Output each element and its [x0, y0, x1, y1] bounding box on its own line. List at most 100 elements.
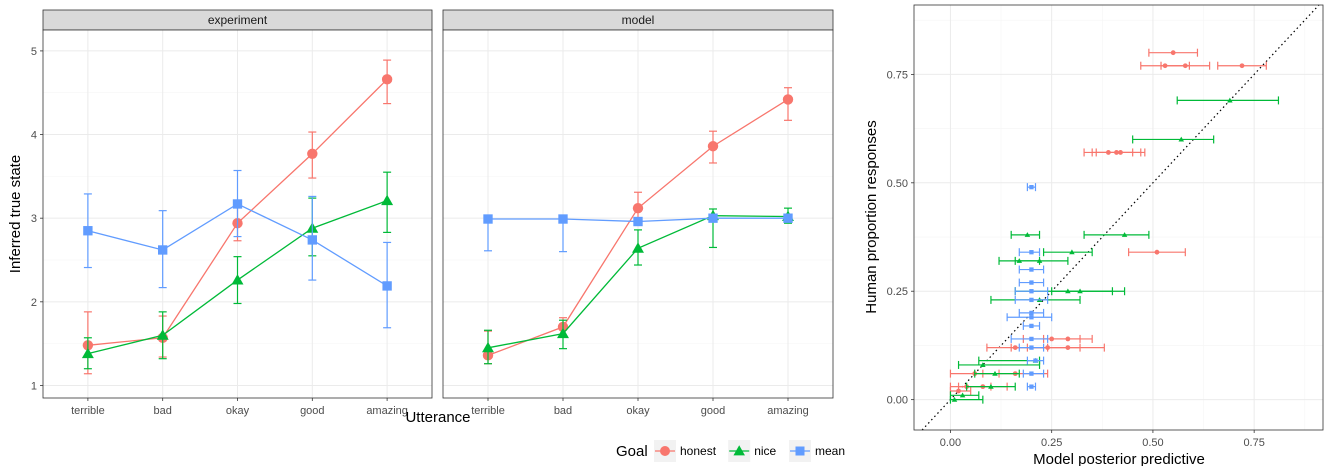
- y-tick-label: 0.50: [887, 178, 908, 190]
- x-tick-label: okay: [226, 405, 250, 417]
- data-point: [231, 274, 244, 285]
- y-axis-title: Inferred true state: [7, 155, 24, 273]
- data-point: [1069, 249, 1075, 255]
- data-point: [1077, 288, 1083, 294]
- data-point: [1118, 150, 1123, 155]
- data-point: [1029, 310, 1034, 316]
- y-tick-label: 3: [31, 213, 37, 225]
- data-point: [1029, 267, 1034, 272]
- x-tick-label: 0.50: [1142, 437, 1163, 449]
- data-point: [782, 94, 794, 105]
- legend-label: nice: [754, 444, 776, 458]
- series-nice: [482, 207, 794, 365]
- data-point: [557, 327, 569, 339]
- data-point: [988, 383, 994, 389]
- series-mean: [83, 169, 392, 329]
- data-point: [980, 362, 986, 368]
- data-point: [156, 329, 169, 340]
- facet-strip-label: model: [622, 13, 655, 27]
- series-nice: [949, 96, 1280, 404]
- data-point: [1227, 97, 1233, 103]
- legend-item-mean: mean: [789, 440, 845, 462]
- legend-item-honest: honest: [654, 440, 717, 462]
- data-point: [1029, 371, 1034, 376]
- series-honest: [482, 87, 794, 365]
- data-point: [1029, 250, 1034, 255]
- x-tick-label: 0.25: [1041, 437, 1062, 449]
- data-point: [307, 235, 317, 245]
- data-point: [307, 148, 318, 159]
- data-point: [1024, 232, 1031, 237]
- data-point: [633, 216, 643, 227]
- data-point: [483, 214, 493, 224]
- data-point: [1065, 336, 1071, 342]
- data-point: [632, 242, 644, 253]
- data-point: [956, 388, 961, 394]
- data-point: [1029, 323, 1034, 329]
- data-point: [381, 74, 393, 85]
- data-point: [708, 213, 718, 223]
- data-point: [707, 141, 719, 152]
- data-point: [1036, 258, 1043, 263]
- data-point: [382, 281, 392, 291]
- y-axis-title: Human proportion responses: [863, 120, 880, 313]
- data-point: [1178, 136, 1185, 142]
- panel-border: [913, 4, 1324, 431]
- data-point: [1170, 50, 1176, 56]
- x-tick-label: 0.00: [940, 437, 961, 449]
- data-point: [558, 214, 568, 224]
- scatter-panel: 0.00 0.25 0.50 0.75 0.00 0.25 0.50 0.75: [887, 4, 1324, 449]
- facet-strip-label: experiment: [208, 13, 268, 27]
- data-point: [1012, 345, 1018, 351]
- data-point: [232, 199, 243, 209]
- y-tick-label: 5: [31, 46, 37, 58]
- data-point: [1029, 384, 1034, 389]
- data-point: [959, 392, 966, 398]
- x-axis-title: Model posterior predictive: [1033, 451, 1205, 466]
- data-point: [381, 194, 394, 206]
- legend-key-marker: [795, 446, 805, 456]
- series-mean: [483, 213, 793, 253]
- data-point: [1029, 280, 1034, 285]
- data-point: [1182, 63, 1188, 69]
- data-point: [482, 341, 494, 353]
- x-tick-label: terrible: [471, 405, 505, 417]
- data-point: [1239, 63, 1245, 69]
- legend-key-marker: [660, 446, 670, 456]
- legend-title: Goal: [616, 443, 648, 460]
- x-tick-label: bad: [554, 405, 572, 417]
- x-tick-label: good: [300, 405, 324, 417]
- x-tick-label: 0.75: [1243, 437, 1264, 449]
- x-tick-label: okay: [626, 405, 650, 417]
- legend-label: honest: [680, 444, 717, 458]
- data-point: [992, 370, 998, 376]
- legend: Goal honest nice mean: [616, 440, 845, 462]
- data-point: [1154, 249, 1160, 255]
- y-tick-label: 1: [31, 380, 37, 392]
- y-tick-label: 0.00: [887, 395, 908, 407]
- data-point: [783, 213, 793, 223]
- data-point: [1029, 297, 1034, 303]
- data-point: [1029, 336, 1034, 342]
- x-tick-label: bad: [154, 405, 172, 417]
- data-point: [1121, 232, 1128, 237]
- y-tick-label: 0.75: [887, 69, 908, 81]
- data-point: [1029, 289, 1034, 294]
- y-tick-label: 4: [31, 130, 37, 142]
- legend-item-nice: nice: [728, 440, 777, 462]
- panel-background: [914, 5, 1323, 430]
- x-tick-label: amazing: [366, 405, 408, 417]
- figure-root: experiment terrible bad okay good amazing mode…: [7, 4, 1324, 466]
- data-point: [632, 202, 644, 214]
- x-tick-label: terrible: [71, 405, 105, 417]
- x-tick-label: good: [701, 405, 725, 417]
- data-point: [951, 396, 958, 402]
- y-tick-label: 0.25: [887, 286, 908, 298]
- data-point: [1029, 345, 1034, 350]
- data-point: [83, 226, 93, 236]
- x-tick-label: amazing: [767, 405, 809, 417]
- series-mean: [1006, 183, 1053, 391]
- data-point: [1033, 358, 1038, 363]
- legend-key-marker: [733, 445, 745, 456]
